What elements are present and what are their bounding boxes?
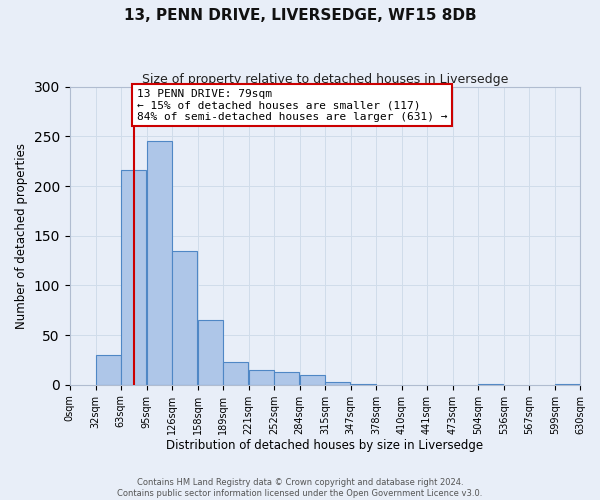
- Bar: [95, 355, 121, 384]
- Bar: [172, 250, 197, 384]
- X-axis label: Distribution of detached houses by size in Liversedge: Distribution of detached houses by size …: [166, 440, 484, 452]
- Y-axis label: Number of detached properties: Number of detached properties: [15, 142, 28, 328]
- Bar: [223, 362, 248, 384]
- Bar: [197, 320, 223, 384]
- Bar: [146, 142, 172, 384]
- Bar: [300, 375, 325, 384]
- Bar: [248, 370, 274, 384]
- Text: 13, PENN DRIVE, LIVERSEDGE, WF15 8DB: 13, PENN DRIVE, LIVERSEDGE, WF15 8DB: [124, 8, 476, 22]
- Bar: [121, 170, 146, 384]
- Text: Contains HM Land Registry data © Crown copyright and database right 2024.
Contai: Contains HM Land Registry data © Crown c…: [118, 478, 482, 498]
- Title: Size of property relative to detached houses in Liversedge: Size of property relative to detached ho…: [142, 72, 508, 86]
- Text: 13 PENN DRIVE: 79sqm
← 15% of detached houses are smaller (117)
84% of semi-deta: 13 PENN DRIVE: 79sqm ← 15% of detached h…: [137, 88, 448, 122]
- Bar: [274, 372, 299, 384]
- Bar: [325, 382, 350, 384]
